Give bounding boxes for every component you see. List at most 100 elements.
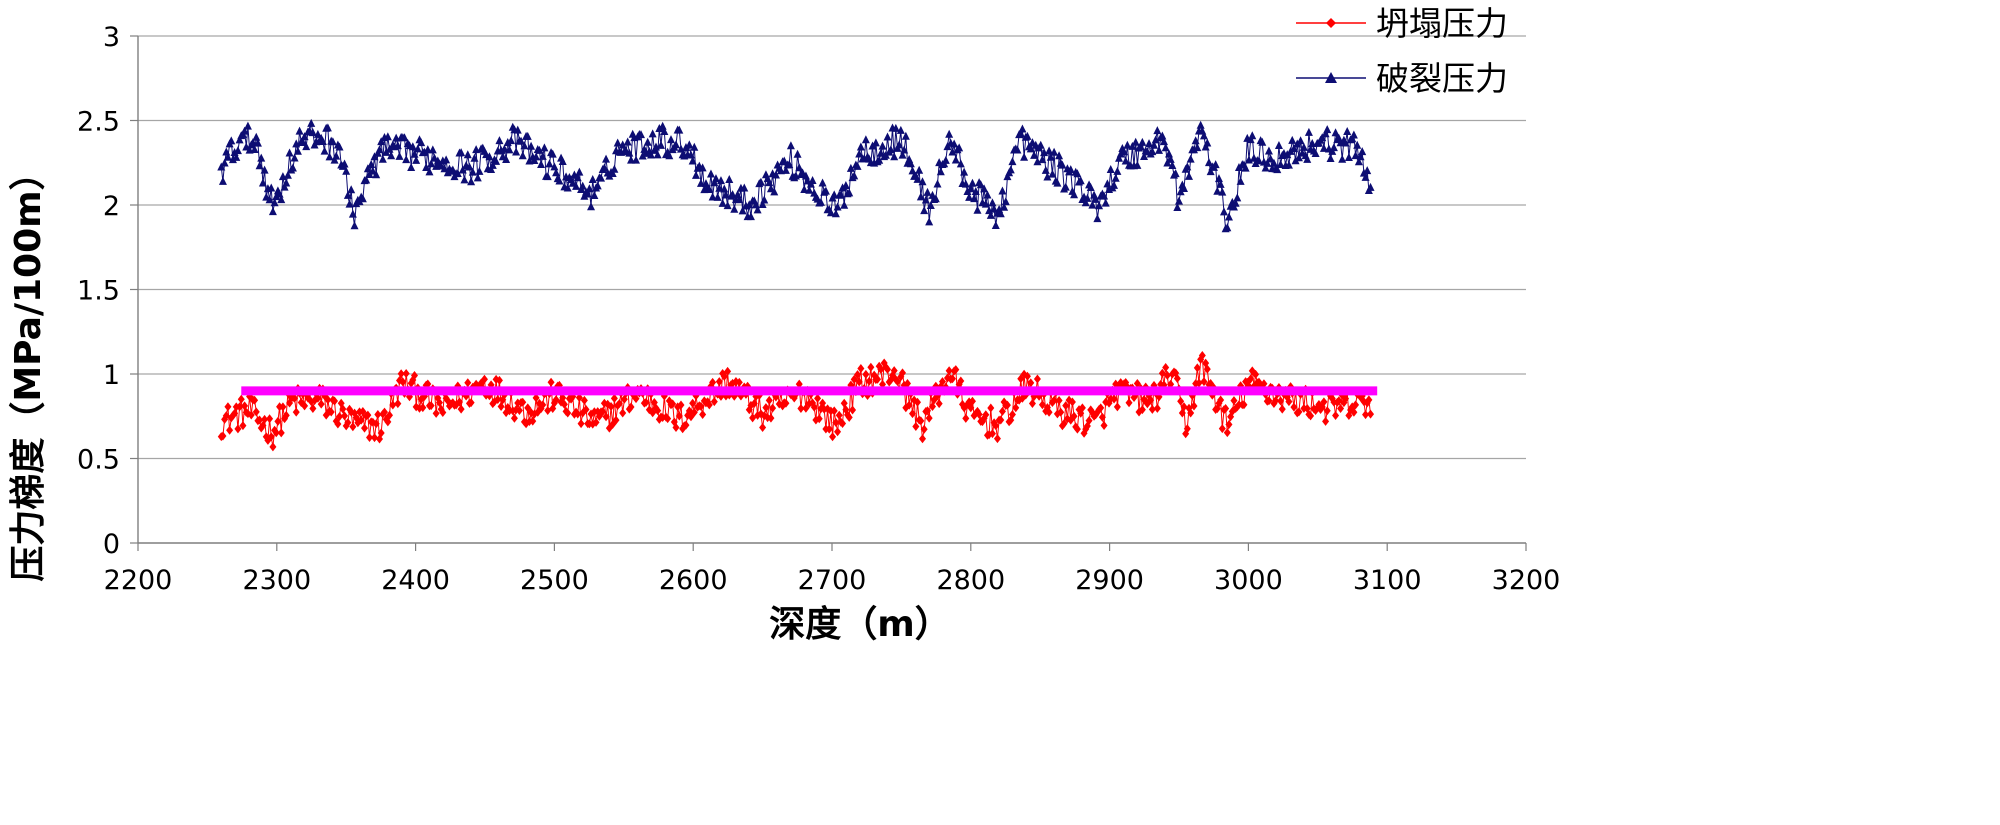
data-point <box>908 166 917 175</box>
data-point <box>237 394 245 404</box>
data-point <box>217 162 226 171</box>
data-point <box>896 125 905 134</box>
data-point <box>653 150 662 159</box>
data-point <box>513 125 522 134</box>
data-point <box>457 148 466 157</box>
data-point <box>1060 419 1068 429</box>
data-point <box>895 140 904 149</box>
data-point <box>814 393 822 403</box>
data-point <box>1351 151 1360 160</box>
data-point <box>1138 405 1146 415</box>
data-point <box>965 192 974 201</box>
data-point <box>564 408 572 418</box>
data-point <box>890 152 899 161</box>
data-point <box>1211 160 1220 169</box>
data-point <box>1110 180 1119 189</box>
data-point <box>689 398 697 408</box>
data-point <box>288 163 297 172</box>
legend-item-fracture: 破裂压力 <box>1296 59 1508 98</box>
data-point <box>1352 400 1360 410</box>
data-point <box>654 406 662 416</box>
data-point <box>602 154 611 163</box>
data-point <box>1175 196 1183 205</box>
data-point <box>838 183 847 192</box>
data-point <box>655 123 664 132</box>
y-tick-label: 1 <box>103 360 120 391</box>
data-point <box>821 186 830 195</box>
data-point <box>324 395 332 405</box>
data-point <box>854 370 862 380</box>
data-point <box>328 137 337 146</box>
data-point <box>710 178 719 187</box>
data-point <box>1358 147 1367 156</box>
data-point <box>348 209 357 218</box>
data-point <box>1023 371 1031 381</box>
data-point <box>1225 420 1233 430</box>
data-point <box>1341 138 1350 147</box>
data-point <box>728 190 737 199</box>
data-point <box>343 190 352 199</box>
data-point <box>898 150 907 159</box>
data-point <box>500 144 509 153</box>
data-point <box>891 123 900 132</box>
data-point <box>853 161 862 170</box>
data-point <box>876 148 885 157</box>
data-point <box>402 368 410 378</box>
data-point <box>968 396 976 406</box>
data-point <box>1145 139 1154 148</box>
data-point <box>830 190 839 199</box>
data-point <box>389 400 397 410</box>
x-tick-label: 2600 <box>659 565 728 596</box>
y-tick-label: 0.5 <box>77 445 120 476</box>
data-point <box>580 395 588 405</box>
data-point <box>618 140 627 149</box>
data-point <box>587 202 596 211</box>
data-point <box>374 409 382 419</box>
data-point <box>1331 128 1340 137</box>
data-point <box>1196 120 1205 129</box>
data-point <box>950 139 959 148</box>
data-point <box>1274 141 1283 150</box>
data-point <box>295 126 304 135</box>
data-point <box>272 192 281 201</box>
data-point <box>992 421 1000 431</box>
data-point <box>1147 395 1155 405</box>
data-point <box>425 167 434 176</box>
data-point <box>257 153 266 162</box>
data-point <box>465 162 474 171</box>
data-point <box>1338 154 1347 163</box>
data-point <box>1240 400 1248 410</box>
data-point <box>1158 131 1167 140</box>
data-point <box>894 376 902 386</box>
data-point <box>664 414 672 424</box>
data-point <box>933 179 942 188</box>
data-point <box>975 409 983 419</box>
data-point <box>460 175 469 184</box>
data-point <box>320 146 329 155</box>
data-point <box>555 176 564 185</box>
data-point <box>1016 129 1025 138</box>
data-point <box>455 397 463 407</box>
data-point <box>394 399 402 409</box>
data-point <box>293 146 302 155</box>
data-point <box>1366 182 1375 191</box>
data-point <box>677 400 685 410</box>
data-point <box>1344 153 1353 162</box>
data-point <box>1113 166 1122 175</box>
data-point <box>1203 364 1211 374</box>
data-point <box>855 149 864 158</box>
data-point <box>298 138 307 147</box>
data-point <box>519 397 527 407</box>
data-point <box>862 369 870 379</box>
data-point <box>982 410 990 420</box>
x-tick-label: 2700 <box>798 565 867 596</box>
data-point <box>1053 178 1062 187</box>
data-point <box>502 154 511 163</box>
data-point <box>253 138 262 147</box>
data-point <box>1100 421 1108 431</box>
data-point <box>265 195 274 204</box>
data-point <box>884 364 892 374</box>
data-point <box>920 206 929 215</box>
data-point <box>1231 198 1240 207</box>
data-point <box>1046 152 1055 161</box>
